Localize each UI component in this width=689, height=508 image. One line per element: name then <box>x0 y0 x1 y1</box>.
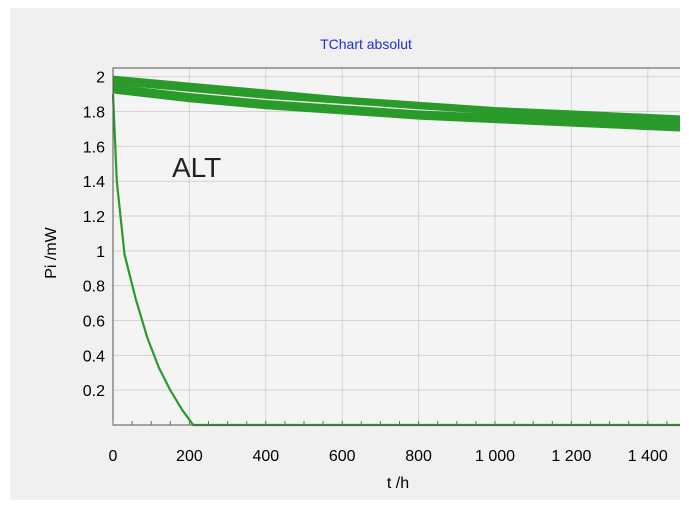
y-tick-label: 0.2 <box>83 383 105 400</box>
series-line-1 <box>112 75 680 118</box>
y-tick-label: 1.8 <box>83 105 105 122</box>
y-tick-label: 1.6 <box>83 139 105 156</box>
series-line-4 <box>112 84 680 125</box>
x-tick-label: 1 400 <box>628 448 668 465</box>
x-tick-label: 400 <box>252 448 279 465</box>
series-line-8 <box>112 80 680 123</box>
series-line-5 <box>112 87 680 129</box>
x-tick-label: 200 <box>176 448 203 465</box>
series-line-6 <box>112 89 680 130</box>
chart-title: TChart absolut <box>320 36 412 52</box>
y-tick-label: 0.8 <box>83 279 105 296</box>
x-tick-label: 1 200 <box>551 448 591 465</box>
y-tick-label: 0.6 <box>83 314 105 331</box>
x-tick-label: 600 <box>329 448 356 465</box>
chart-frame: TChart absolut 0 200 400 600 800 1 000 1 200 1 … <box>10 8 680 500</box>
series-group <box>111 67 680 427</box>
plot-area <box>112 67 680 426</box>
y-tick-label: 1.4 <box>83 174 105 191</box>
x-tick-label: 0 <box>109 448 118 465</box>
y-tick-label: 2 <box>96 70 105 87</box>
x-ticks: 0 200 400 600 800 1 000 1 200 1 400 <box>109 421 668 465</box>
series-line-10 <box>112 91 680 132</box>
y-axis-label: Pi /mW <box>43 226 60 278</box>
y-tick-label: 0.4 <box>83 348 105 365</box>
x-axis-label: t /h <box>387 475 409 492</box>
chart-svg: TChart absolut 0 200 400 600 800 1 000 1 200 1 … <box>43 36 680 492</box>
series-line-9 <box>112 86 680 127</box>
series-line-2 <box>112 79 680 122</box>
annotation-alt: ALT <box>172 152 221 183</box>
y-tick-label: 1.2 <box>83 209 105 226</box>
x-tick-label: 1 000 <box>475 448 515 465</box>
series-line-7 <box>112 77 680 120</box>
y-ticks: 0.2 0.4 0.6 0.8 1 1.2 1.4 1.6 1.8 2 <box>83 70 105 400</box>
y-tick-label: 1 <box>96 244 105 261</box>
x-tick-label: 800 <box>405 448 432 465</box>
